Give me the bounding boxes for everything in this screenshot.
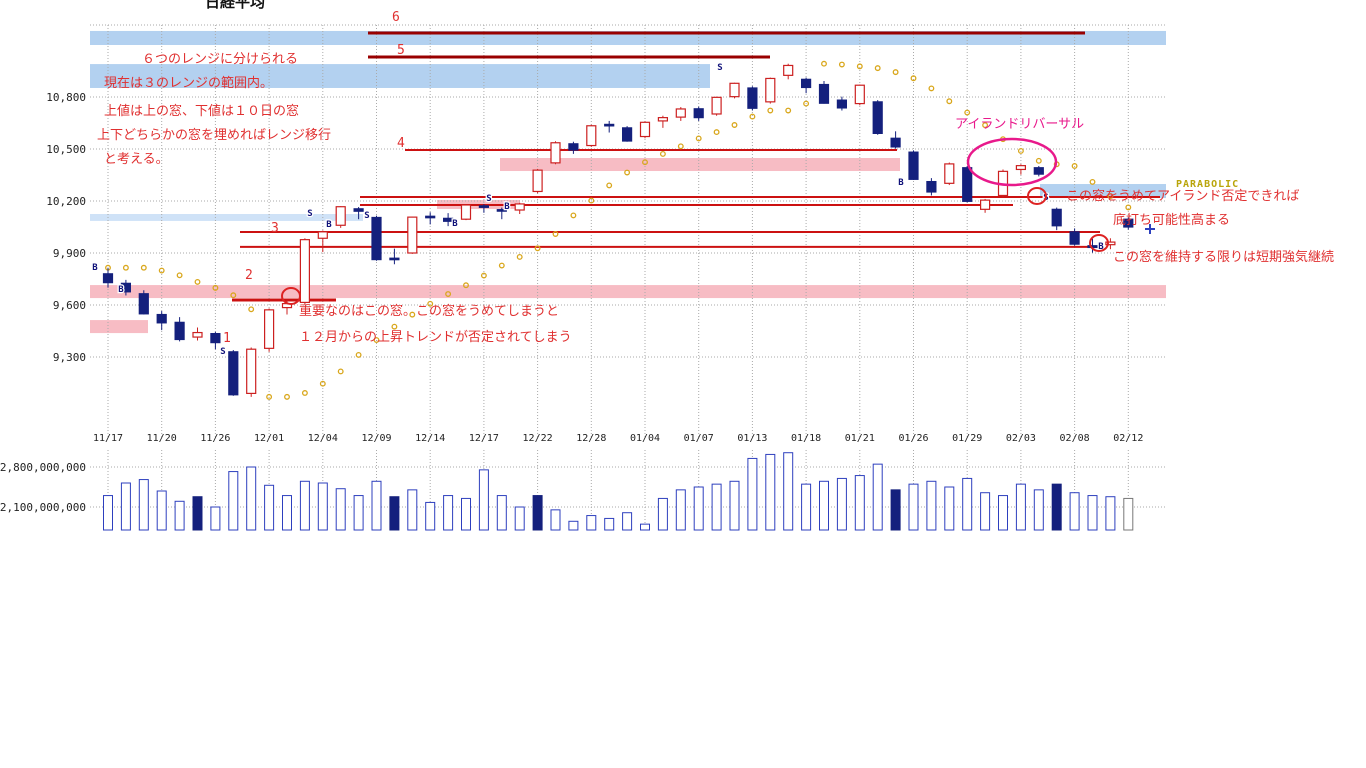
svg-text:01/26: 01/26	[898, 433, 928, 444]
svg-text:12/09: 12/09	[361, 433, 391, 444]
svg-text:01/13: 01/13	[737, 433, 767, 444]
svg-text:01/04: 01/04	[630, 433, 660, 444]
chart-title-fragment: 日経平均	[205, 0, 266, 11]
svg-text:01/21: 01/21	[845, 433, 875, 444]
svg-text:12/22: 12/22	[523, 433, 553, 444]
svg-text:10,200: 10,200	[46, 195, 86, 208]
svg-text:9,900: 9,900	[53, 247, 86, 260]
range-number-3: 3	[271, 221, 279, 236]
svg-text:12/14: 12/14	[415, 433, 445, 444]
svg-text:01/29: 01/29	[952, 433, 982, 444]
sar-flip-b-marker: B	[452, 219, 458, 229]
svg-text:02/03: 02/03	[1006, 433, 1036, 444]
svg-text:12/28: 12/28	[576, 433, 606, 444]
sar-flip-b-marker: B	[118, 285, 124, 295]
sar-flip-b-marker: B	[504, 202, 510, 212]
annotation-range-note-2: 現在は３のレンジの範囲内。	[104, 75, 274, 90]
annotation-important-window-2: １２月からの上昇トレンドが否定されてしまう	[299, 329, 572, 344]
svg-text:12/01: 12/01	[254, 433, 284, 444]
sar-flip-s-marker: S	[717, 63, 722, 73]
current-price-marker	[1145, 224, 1155, 234]
annotation-important-window-1: 重要なのはこの窓。この窓をうめてしまうと	[299, 303, 560, 318]
svg-text:02/08: 02/08	[1060, 433, 1090, 444]
svg-text:02/12: 02/12	[1113, 433, 1143, 444]
svg-text:12/04: 12/04	[308, 433, 338, 444]
range-number-5: 5	[397, 43, 405, 58]
svg-text:10,800: 10,800	[46, 91, 86, 104]
sar-flip-s-marker: S	[220, 347, 225, 357]
annotation-window-fill-2: 底打ち可能性高まる	[1113, 212, 1231, 227]
annotation-window-keep: この窓を維持する限りは短期強気継続	[1113, 249, 1335, 264]
annotation-island-reversal: アイランドリバーサル	[955, 116, 1085, 131]
candles-layer	[102, 63, 1134, 397]
sar-flip-b-marker: B	[92, 263, 98, 273]
sar-flip-s-marker: S	[486, 194, 491, 204]
annotation-range-note-3: 上値は上の窓、下値は１０日の窓	[104, 103, 300, 118]
range-number-1: 1	[223, 331, 231, 346]
sar-flip-s-marker: S	[364, 211, 369, 221]
svg-text:12/17: 12/17	[469, 433, 499, 444]
svg-text:2,800,000,000: 2,800,000,000	[0, 461, 86, 474]
svg-text:10,500: 10,500	[46, 143, 86, 156]
range-number-2: 2	[245, 268, 253, 283]
svg-text:01/07: 01/07	[684, 433, 714, 444]
sar-flip-s-marker: S	[307, 209, 312, 219]
sar-flip-b-marker: B	[1098, 242, 1104, 252]
svg-text:01/18: 01/18	[791, 433, 821, 444]
range-number-6: 6	[392, 10, 400, 25]
parabolic-sar-dots	[105, 60, 1132, 400]
range-lines-layer	[232, 31, 1160, 302]
svg-text:11/26: 11/26	[200, 433, 230, 444]
annotation-circles-layer	[281, 137, 1109, 305]
sar-flip-b-marker: B	[898, 178, 904, 188]
svg-text:9,600: 9,600	[53, 299, 86, 312]
svg-text:9,300: 9,300	[53, 351, 86, 364]
annotation-range-note-5: と考える。	[104, 151, 169, 166]
sar-flip-b-marker: B	[326, 220, 332, 230]
annotation-parabolic-label: PARABOLIC	[1176, 179, 1240, 190]
svg-text:2,100,000,000: 2,100,000,000	[0, 501, 86, 514]
volume-bars-layer	[103, 452, 1134, 531]
axis-labels-layer: 10,800 10,500 10,200 9,900 9,600 9,300 2,800,0…	[0, 91, 1143, 514]
annotation-range-note-4: 上下どちらかの窓を埋めればレンジ移行	[97, 127, 332, 142]
svg-text:11/17: 11/17	[93, 433, 123, 444]
range-number-4: 4	[397, 136, 405, 151]
svg-text:11/20: 11/20	[147, 433, 177, 444]
annotation-range-note-1: ６つのレンジに分けられる	[142, 51, 299, 66]
annotation-window-fill-1: この窓をうめてアイランド否定できれば	[1066, 188, 1300, 203]
